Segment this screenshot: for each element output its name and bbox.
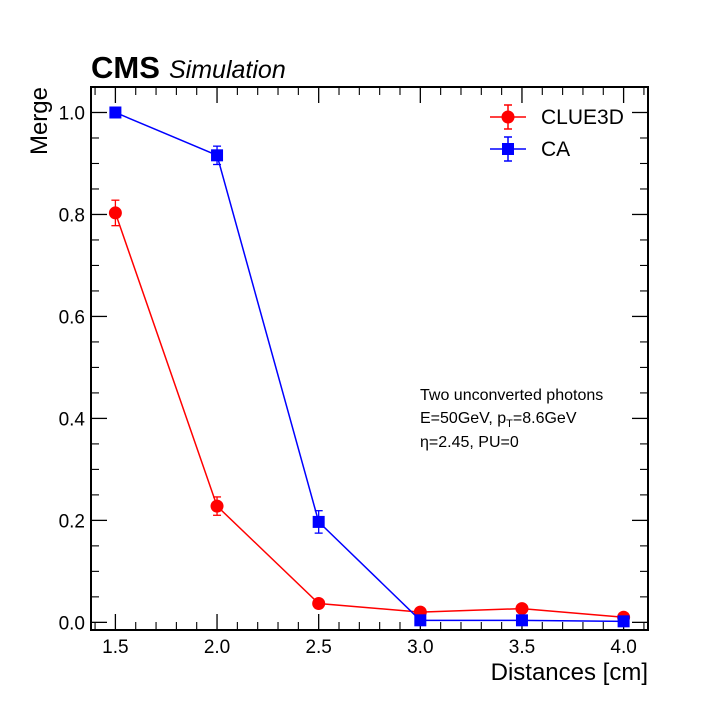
x-tick-label: 3.5 (509, 637, 535, 658)
series-ca-point (414, 614, 427, 627)
y-tick-label: 0.4 (59, 409, 86, 430)
legend-clue3d-marker (501, 110, 515, 124)
plot-frame (90, 86, 649, 631)
legend-entry-clue3d: CLUE3D (490, 104, 624, 130)
x-tick-label: 3.0 (407, 637, 433, 658)
x-tick-label: 2.0 (204, 637, 230, 658)
series-ca-point (515, 614, 528, 627)
annotation-line-2-prefix: E=50GeV, p (420, 410, 506, 427)
annotation-line-2: E=50GeV, pT=8.6GeV (420, 410, 577, 430)
legend-entry-ca: CA (490, 136, 570, 162)
legend-ca-marker (502, 143, 514, 155)
x-tick-label: 4.0 (610, 637, 636, 658)
series-clue3d-point (108, 206, 122, 220)
legend: CLUE3D CA (490, 104, 624, 162)
series-clue3d-point (210, 499, 224, 513)
x-axis-title: Distances [cm] (491, 659, 648, 686)
simulation-label: Simulation (169, 56, 286, 84)
annotation: Two unconverted photons E=50GeV, pT=8.6G… (420, 387, 603, 451)
series-layer (108, 106, 631, 628)
y-axis-title: Merge (26, 87, 53, 155)
annotation-line-2-sub: T (506, 418, 513, 430)
annotation-line-3: η=2.45, PU=0 (420, 434, 519, 451)
series-clue3d-point (312, 596, 326, 610)
y-tick-label: 0.8 (59, 205, 85, 226)
series-ca-point (312, 515, 325, 528)
series-ca-point (109, 106, 122, 119)
series-clue3d-point (515, 602, 529, 616)
legend-clue3d-label: CLUE3D (541, 106, 624, 129)
y-tick-label: 1.0 (59, 103, 85, 124)
series-ca-line (115, 111, 624, 623)
x-tick-label: 2.5 (305, 637, 331, 658)
cms-label: CMS (91, 50, 160, 85)
y-tick-label: 0.6 (59, 307, 85, 328)
y-tick-label: 0.0 (59, 613, 85, 634)
annotation-line-2-suffix: =8.6GeV (513, 410, 577, 427)
series-clue3d-line (114, 212, 624, 619)
legend-ca-label: CA (541, 138, 570, 161)
x-tick-label: 1.5 (102, 637, 128, 658)
ticks-layer: 1.5 2.0 2.5 3.0 3.5 4.0 0.0 0.2 0.4 0.6 0.8 1.0 (59, 86, 648, 658)
y-tick-label: 0.2 (59, 511, 85, 532)
series-ca-point (211, 149, 224, 162)
annotation-line-1: Two unconverted photons (420, 387, 603, 404)
series-ca-point (617, 615, 630, 628)
